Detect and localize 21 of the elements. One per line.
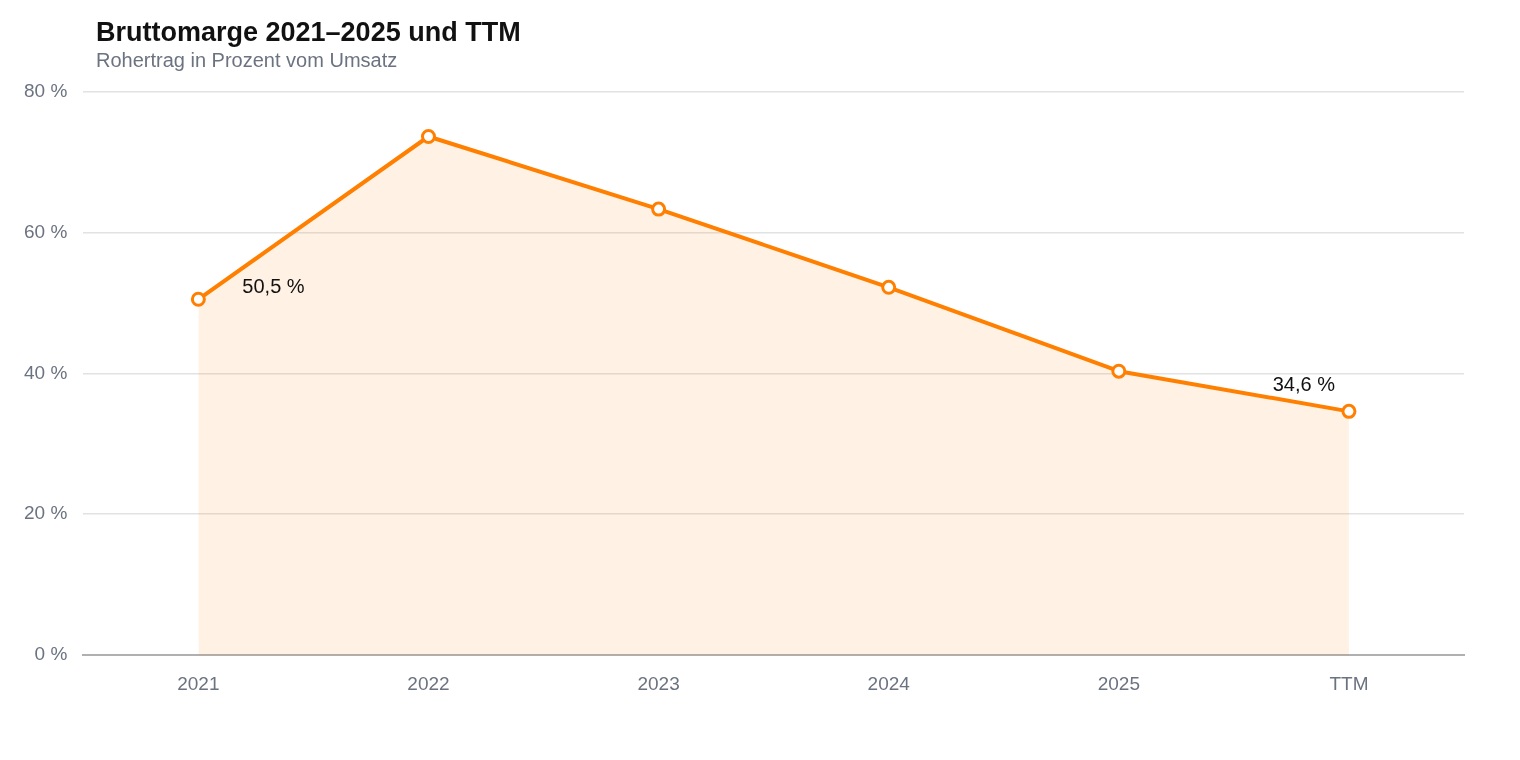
y-tick-label: 60 % [23, 220, 68, 242]
x-tick-label: 2021 [177, 672, 220, 694]
y-tick-label: 20 % [23, 502, 68, 524]
point [420, 129, 436, 144]
y-tick-label: 0 % [34, 643, 68, 665]
data-label: 50,5 % [242, 274, 305, 297]
point [1341, 403, 1357, 419]
point [651, 201, 667, 217]
x-tick-label: 2024 [867, 672, 911, 694]
x-tick-label: 2025 [1097, 672, 1140, 694]
y-tick-label: 40 % [23, 361, 68, 383]
chart-title: Bruttomarge 2021–2025 und TTM [96, 16, 522, 48]
chart-subtitle: Rohertrag in Prozent vom Umsatz [96, 48, 399, 72]
point [881, 279, 897, 295]
x-tick-label: TTM [1329, 672, 1369, 694]
point [190, 291, 206, 307]
x-tick-label: 2022 [407, 672, 450, 694]
data-label: 34,6 % [1272, 372, 1336, 395]
x-tick-label: 2023 [637, 672, 680, 694]
point [1111, 363, 1127, 379]
y-tick-label: 80 % [23, 79, 68, 101]
